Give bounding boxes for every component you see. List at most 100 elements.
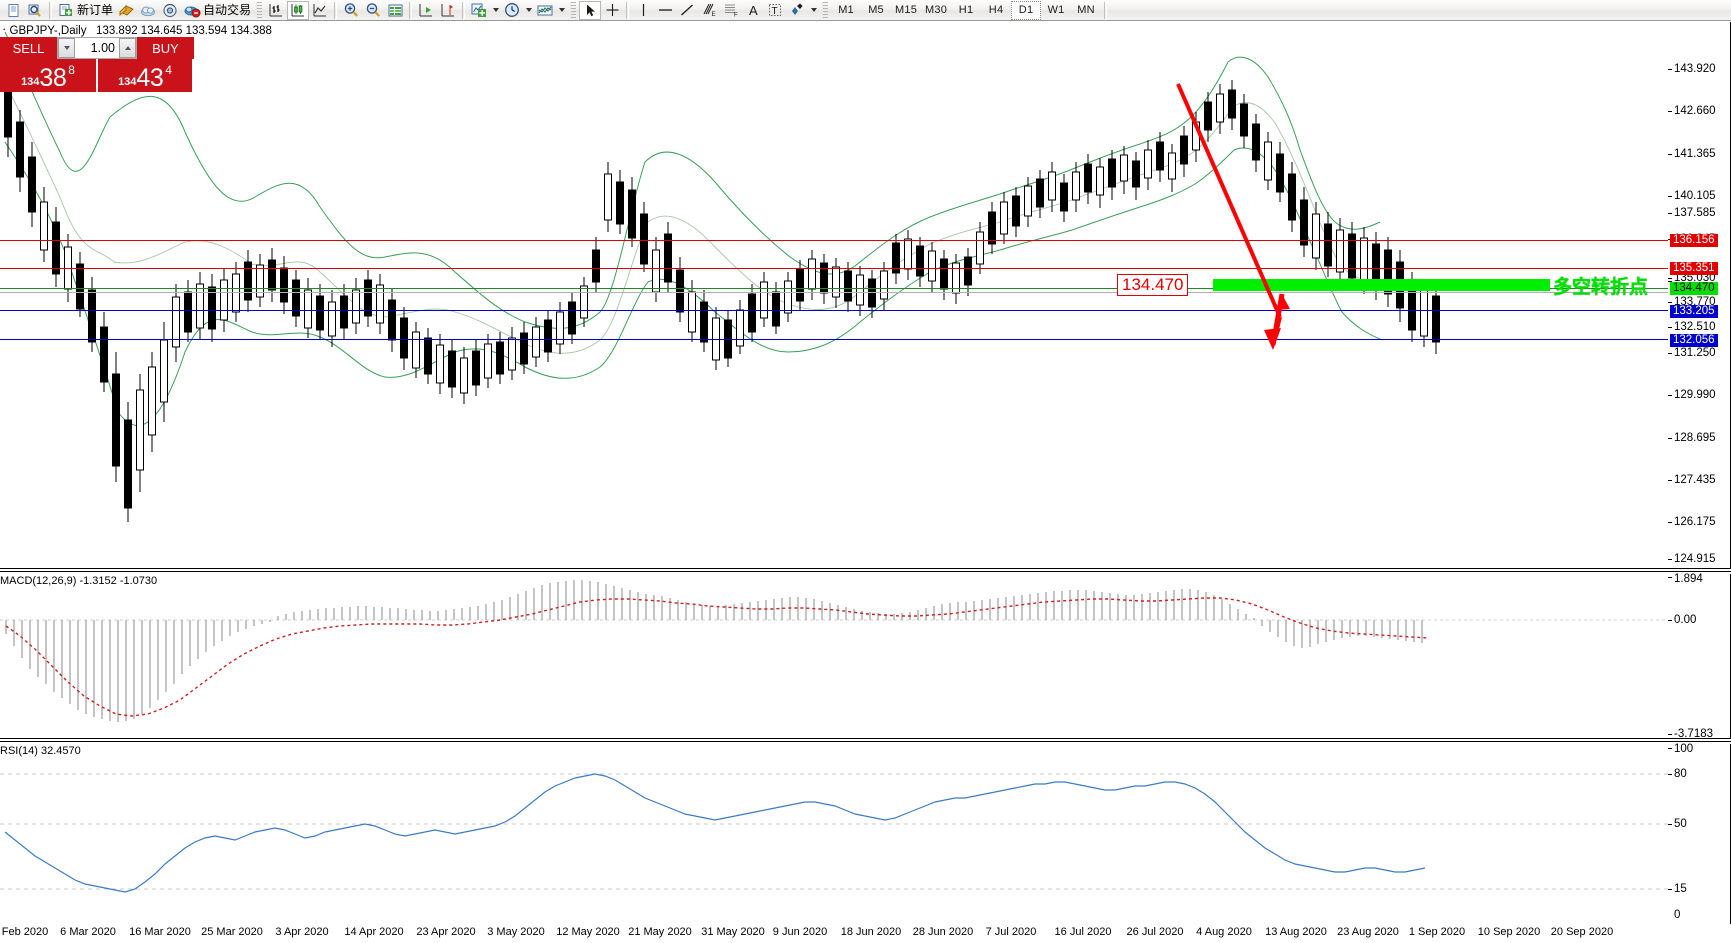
level-label-132056[interactable]: 132.056 [1670, 334, 1718, 347]
buy-price-display[interactable]: 134 43 4 [96, 59, 192, 92]
price-tick: 143.920 [1674, 63, 1716, 75]
shapes-dropdown-caret-icon[interactable] [808, 1, 819, 20]
rsi-tick: 50 [1674, 818, 1687, 830]
rsi-chart-svg [0, 773, 1668, 893]
volume-input[interactable]: 1.00 [75, 38, 119, 58]
rsi-tick: 15 [1674, 883, 1687, 895]
date-tick: 25 Mar 2020 [201, 926, 263, 938]
cloud-icon[interactable] [137, 1, 159, 20]
templates-dropdown-caret-icon[interactable] [556, 1, 567, 20]
price-tick: 127.435 [1674, 474, 1716, 486]
period-clock-icon[interactable] [501, 1, 523, 20]
indicators-dropdown-caret-icon[interactable] [490, 1, 501, 20]
rsi-plot-area[interactable] [0, 744, 1731, 924]
macd-plot-area[interactable] [0, 574, 1731, 742]
timeframe-button[interactable]: H4 [988, 4, 1004, 16]
volume-increase-button[interactable] [119, 38, 136, 58]
candlestick-chart-icon[interactable] [287, 0, 310, 20]
annotation-price-box[interactable]: 134.470 [1117, 274, 1189, 296]
pane-divider[interactable] [0, 568, 1731, 572]
toolbar-separator [1104, 1, 1108, 19]
document-icon[interactable] [2, 1, 24, 20]
level-line-134470 [0, 288, 1668, 289]
timeframe-button[interactable]: W1 [1047, 4, 1065, 16]
toolbar-grip[interactable] [822, 1, 829, 19]
auto-scroll-icon[interactable] [415, 1, 437, 20]
price-tick: 129.990 [1674, 389, 1716, 401]
price-tick: 133.770 [1674, 296, 1716, 308]
cursor-icon[interactable] [579, 0, 602, 20]
chart-shift-icon[interactable] [437, 1, 459, 20]
timeframe-button[interactable]: MN [1077, 4, 1095, 16]
pane-divider[interactable] [0, 738, 1731, 742]
macd-chart-svg [0, 580, 1668, 722]
toolbar-separator [462, 1, 466, 19]
horizontal-line-icon[interactable] [654, 1, 676, 20]
level-label-134470[interactable]: 134.470 [1670, 282, 1718, 295]
timeframe-button-active[interactable]: D1 [1011, 0, 1042, 20]
rsi-axis[interactable]: 100 80 50 15 0 [1668, 743, 1731, 924]
trendline-icon[interactable] [676, 1, 698, 20]
expert-advisor-icon[interactable] [115, 1, 137, 20]
signals-icon[interactable] [159, 1, 181, 20]
indicators-add-icon[interactable] [468, 1, 490, 20]
shapes-icon[interactable] [786, 1, 808, 20]
vertical-line-icon[interactable] [632, 1, 654, 20]
timeframe-button[interactable]: M30 [925, 4, 948, 16]
line-chart-icon[interactable] [309, 1, 331, 20]
date-axis[interactable]: Feb 2020 6 Mar 2020 16 Mar 2020 25 Mar 2… [0, 925, 1731, 943]
timeframe-button[interactable]: M15 [895, 4, 918, 16]
fibonacci-icon[interactable]: E [698, 1, 720, 20]
timeframe-button[interactable]: H1 [958, 4, 974, 16]
level-label-135351[interactable]: 135.351 [1670, 262, 1718, 275]
price-tick: 126.175 [1674, 516, 1716, 528]
support-band-highlight[interactable] [1213, 279, 1550, 291]
price-axis[interactable]: 143.920 142.660 141.365 140.105 138.845 … [1668, 22, 1731, 572]
channel-icon[interactable]: F [720, 1, 742, 20]
macd-axis[interactable]: 1.894 0.00 -3.7183 [1668, 573, 1731, 742]
sell-price-main: 38 [39, 64, 67, 92]
price-tick: 141.365 [1674, 148, 1716, 160]
timeframe-button[interactable]: M1 [838, 4, 854, 16]
text-label-icon[interactable]: A [742, 1, 764, 20]
trend-arrow-annotation[interactable] [1150, 62, 1330, 372]
level-line-134470-shadow [0, 292, 1668, 293]
magnifier-search-icon[interactable] [24, 1, 46, 20]
macd-histogram [5, 580, 1423, 722]
level-line-136156 [0, 240, 1668, 241]
date-tick: 31 May 2020 [701, 926, 765, 938]
zoom-out-icon[interactable] [362, 1, 384, 20]
date-tick: 6 Mar 2020 [60, 926, 116, 938]
date-tick: 1 Sep 2020 [1408, 926, 1466, 938]
timeframe-button[interactable]: M5 [868, 4, 884, 16]
text-box-icon[interactable]: T [764, 1, 786, 20]
rsi-indicator-label: RSI(14) 32.4570 [0, 745, 81, 757]
level-label-133205[interactable]: 133.205 [1670, 305, 1718, 318]
crosshair-icon[interactable] [601, 1, 623, 20]
volume-stepper[interactable]: 1.00 [57, 37, 137, 59]
toolbar-grip[interactable] [256, 1, 263, 19]
new-order-label[interactable]: 新订单 [77, 2, 114, 17]
toolbar-grip[interactable] [570, 1, 577, 19]
rsi-pane: RSI(14) 32.4570 100 80 50 15 0 [0, 743, 1731, 924]
bar-chart-icon[interactable] [265, 1, 287, 20]
data-window-icon[interactable] [384, 1, 406, 20]
autotrading-icon[interactable] [181, 1, 203, 20]
main-toolbar: 新订单 自动交易 [0, 0, 1731, 21]
annotation-text-label[interactable]: 多空转折点 [1553, 276, 1649, 298]
new-order-icon[interactable] [55, 1, 77, 20]
autotrading-label[interactable]: 自动交易 [203, 2, 252, 17]
sell-price-display[interactable]: 134 38 8 [0, 59, 96, 92]
zoom-in-icon[interactable] [340, 1, 362, 20]
period-dropdown-caret-icon[interactable] [523, 1, 534, 20]
date-tick: 10 Sep 2020 [1477, 926, 1541, 938]
buy-price-main: 43 [136, 64, 164, 92]
price-tick: 137.585 [1674, 207, 1716, 219]
sell-button[interactable]: SELL [0, 37, 57, 59]
volume-decrease-button[interactable] [58, 38, 75, 58]
price-plot-area[interactable] [0, 22, 1731, 572]
one-click-trading-panel[interactable]: SELL 1.00 BUY 134 38 8 134 43 4 [0, 37, 194, 92]
level-label-136156[interactable]: 136.156 [1670, 234, 1718, 247]
buy-button[interactable]: BUY [137, 37, 194, 59]
templates-icon[interactable] [534, 1, 556, 20]
